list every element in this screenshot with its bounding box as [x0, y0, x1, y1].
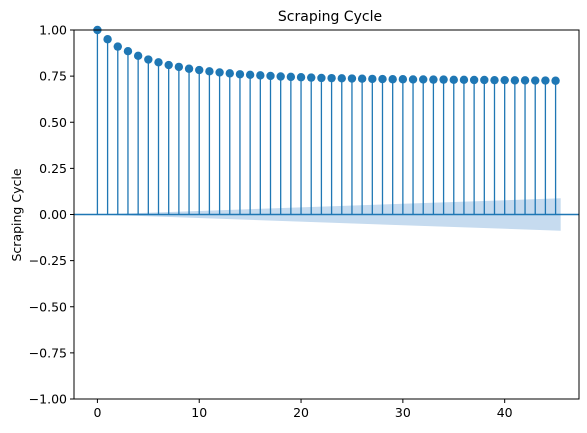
marker-lag-19	[286, 72, 296, 82]
marker-lag-21	[307, 73, 316, 82]
marker-lag-28	[378, 74, 387, 84]
marker-lag-29	[388, 75, 397, 84]
marker-lag-12	[215, 68, 224, 77]
y-tick-label: 0.75	[39, 69, 67, 84]
marker-lag-4	[133, 51, 143, 61]
marker-lag-3	[123, 47, 133, 56]
y-tick-label: −0.50	[29, 299, 67, 314]
marker-lag-5	[144, 55, 153, 64]
marker-lag-37	[469, 75, 479, 85]
marker-lag-16	[256, 71, 265, 80]
marker-lag-14	[235, 70, 245, 79]
marker-lag-23	[327, 73, 336, 83]
x-tick-label: 0	[93, 405, 101, 420]
y-tick-label: 1.00	[39, 23, 67, 38]
y-tick-label: 0.25	[39, 161, 67, 176]
marker-lag-33	[429, 75, 438, 84]
marker-lag-11	[205, 67, 214, 76]
y-tick-label: −0.75	[29, 345, 67, 360]
marker-lag-45	[551, 76, 560, 85]
y-axis-label: Scraping Cycle	[9, 168, 24, 261]
y-tick-label: 0.50	[39, 115, 67, 130]
marker-lag-22	[317, 73, 326, 83]
axes-layer: −1.00 −0.75 −0.50 −0.25 0.00 0.25 0.50 0.75 1.00…	[29, 23, 580, 420]
marker-lag-9	[184, 64, 194, 73]
marker-lag-38	[480, 75, 489, 85]
marker-lag-7	[164, 60, 173, 70]
marker-lag-30	[398, 75, 408, 84]
stem-layer	[96, 30, 557, 215]
marker-lag-42	[520, 76, 530, 85]
marker-lag-6	[154, 58, 163, 67]
marker-lag-1	[103, 35, 112, 44]
marker-lag-41	[510, 76, 520, 85]
marker-lag-40	[500, 75, 509, 85]
x-tick-label: 30	[395, 405, 411, 420]
marker-lag-43	[531, 76, 540, 85]
marker-lag-8	[174, 62, 184, 72]
marker-lag-15	[245, 70, 255, 80]
y-tick-label: −1.00	[29, 392, 67, 407]
marker-lag-31	[408, 75, 418, 84]
marker-lag-20	[296, 73, 306, 82]
marker-lag-24	[337, 74, 346, 83]
marker-lag-44	[541, 76, 550, 85]
marker-lag-36	[459, 75, 469, 85]
marker-lag-10	[195, 65, 204, 75]
marker-lag-32	[419, 75, 428, 84]
x-tick-label: 40	[497, 405, 513, 420]
marker-lag-2	[113, 42, 122, 51]
chart-title: Scraping Cycle	[278, 9, 382, 25]
marker-lag-35	[449, 75, 458, 85]
y-tick-label: −0.25	[29, 253, 67, 268]
marker-layer	[93, 25, 560, 85]
marker-lag-34	[439, 75, 448, 84]
marker-lag-39	[490, 75, 499, 85]
x-tick-label: 20	[293, 405, 309, 420]
marker-lag-17	[266, 71, 275, 81]
y-tick-label: 0.00	[39, 207, 67, 222]
marker-lag-26	[357, 74, 367, 83]
x-tick-label: 10	[191, 405, 207, 420]
marker-lag-27	[368, 74, 377, 84]
marker-lag-13	[225, 69, 234, 78]
marker-lag-18	[276, 72, 285, 81]
marker-lag-25	[347, 74, 357, 83]
